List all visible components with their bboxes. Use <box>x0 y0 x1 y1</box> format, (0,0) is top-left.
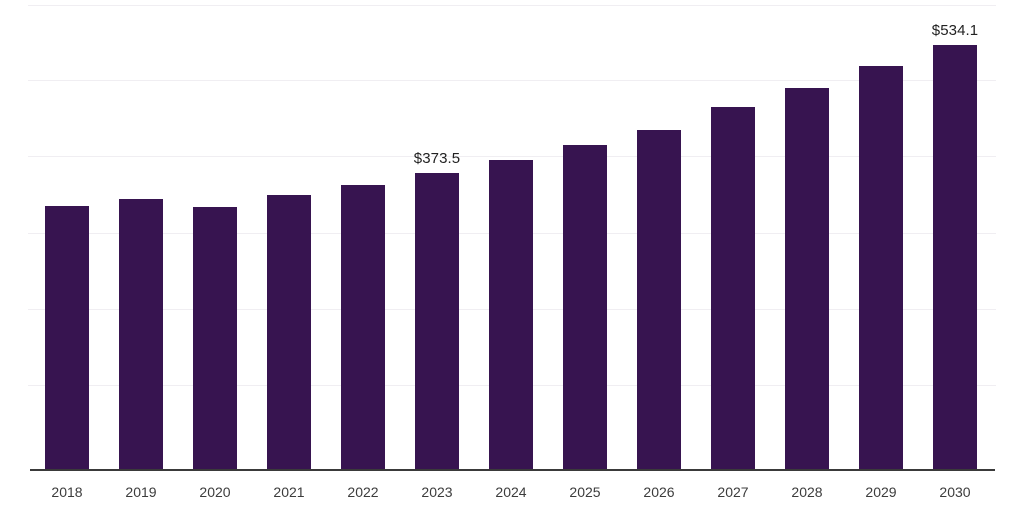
x-axis-line <box>30 469 995 471</box>
bar-2023[interactable] <box>415 173 459 469</box>
bar-2027[interactable] <box>711 107 755 469</box>
bar-2025[interactable] <box>563 145 607 469</box>
bar-value-label-2030: $534.1 <box>931 22 979 39</box>
x-tick-label-2028: 2028 <box>791 484 823 500</box>
x-tick-label-2022: 2022 <box>347 484 379 500</box>
x-tick-label-2030: 2030 <box>939 484 971 500</box>
x-tick-label-2027: 2027 <box>717 484 749 500</box>
x-tick-label-2019: 2019 <box>125 484 157 500</box>
bar-2024[interactable] <box>489 160 533 469</box>
bar-2029[interactable] <box>859 66 903 469</box>
bar-2022[interactable] <box>341 185 385 469</box>
x-tick-label-2020: 2020 <box>199 484 231 500</box>
bar-2026[interactable] <box>637 130 681 469</box>
bar-2019[interactable] <box>119 199 163 469</box>
x-tick-label-2018: 2018 <box>51 484 83 500</box>
bar-2020[interactable] <box>193 207 237 469</box>
x-tick-label-2026: 2026 <box>643 484 675 500</box>
x-tick-label-2021: 2021 <box>273 484 305 500</box>
x-tick-label-2025: 2025 <box>569 484 601 500</box>
bar-2018[interactable] <box>45 206 89 469</box>
x-tick-label-2024: 2024 <box>495 484 527 500</box>
x-tick-label-2029: 2029 <box>865 484 897 500</box>
bar-2030[interactable] <box>933 45 977 469</box>
x-tick-label-2023: 2023 <box>421 484 453 500</box>
bar-2028[interactable] <box>785 88 829 469</box>
bar-value-label-2023: $373.5 <box>413 150 461 167</box>
bar-2021[interactable] <box>267 195 311 469</box>
